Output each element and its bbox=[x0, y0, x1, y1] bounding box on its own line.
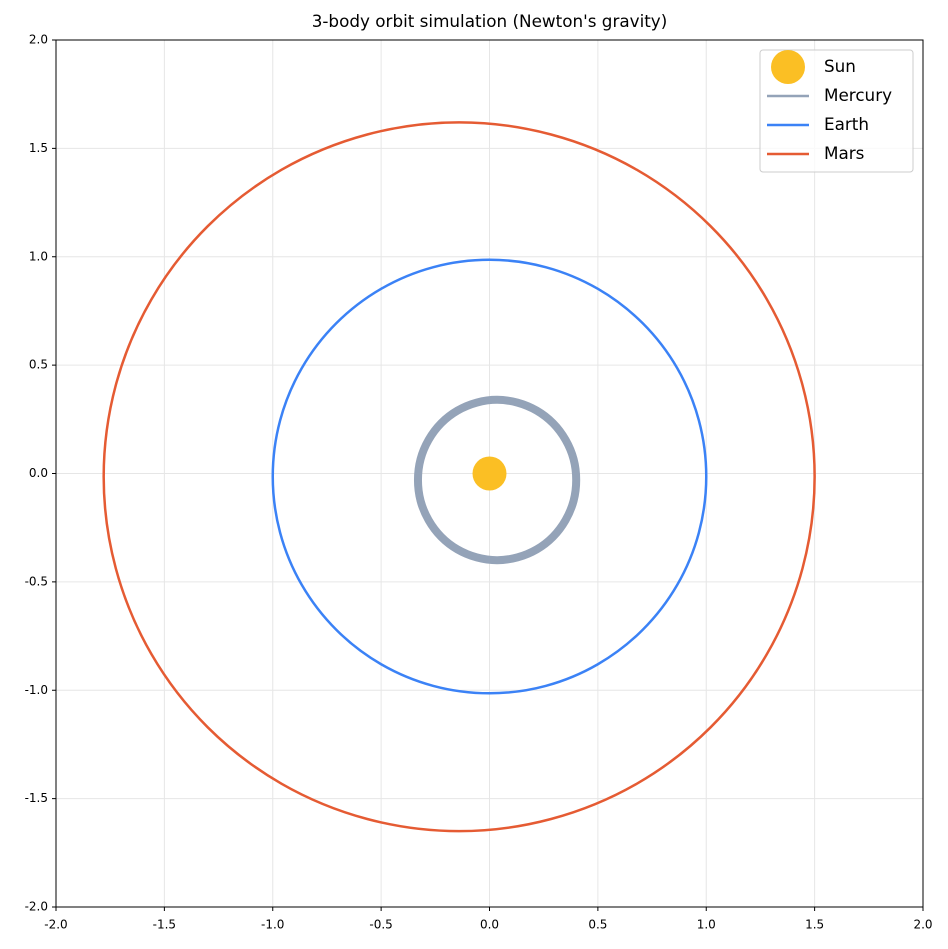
chart-title: 3-body orbit simulation (Newton's gravit… bbox=[312, 11, 668, 31]
legend: Sun Mercury Earth Mars bbox=[759, 49, 914, 173]
x-tick-label: -0.5 bbox=[369, 918, 392, 932]
x-tick-label: 1.5 bbox=[805, 918, 824, 932]
x-tick-label: 0.5 bbox=[588, 918, 607, 932]
legend-label: Earth bbox=[824, 114, 869, 134]
legend-label: Mars bbox=[824, 143, 864, 163]
orbit-line bbox=[413, 395, 581, 565]
y-tick-label: 0.5 bbox=[29, 358, 48, 372]
legend-swatch bbox=[771, 50, 805, 84]
orbit-line bbox=[271, 258, 708, 695]
legend-label: Sun bbox=[824, 56, 856, 76]
x-tick-label: -2.0 bbox=[44, 918, 67, 932]
x-tick-label: -1.0 bbox=[261, 918, 284, 932]
x-tick-label: 1.0 bbox=[697, 918, 716, 932]
y-tick-label: 1.5 bbox=[29, 141, 48, 155]
orbit-line bbox=[102, 121, 816, 833]
legend-label: Mercury bbox=[824, 85, 892, 105]
y-tick-label: 1.0 bbox=[29, 249, 48, 263]
x-tick-label: -1.5 bbox=[153, 918, 176, 932]
y-tick-label: -1.5 bbox=[25, 791, 48, 805]
x-tick-label: 0.0 bbox=[480, 918, 499, 932]
y-tick-label: -1.0 bbox=[25, 683, 48, 697]
y-tick-label: -0.5 bbox=[25, 574, 48, 588]
x-tick-label: 2.0 bbox=[913, 918, 932, 932]
y-tick-label: 0.0 bbox=[29, 466, 48, 480]
y-tick-label: -2.0 bbox=[25, 900, 48, 914]
sun-marker bbox=[472, 456, 507, 491]
y-tick-label: 2.0 bbox=[29, 33, 48, 47]
